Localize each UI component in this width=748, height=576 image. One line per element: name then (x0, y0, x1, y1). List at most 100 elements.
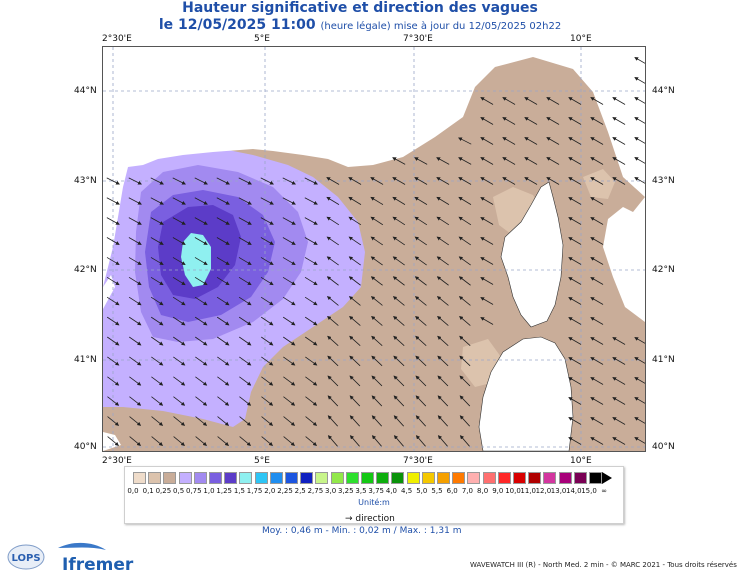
legend-level-label: 1,75 (246, 487, 263, 495)
wave-direction-arrow (480, 177, 494, 185)
wave-direction-arrow (128, 296, 142, 306)
wave-direction-arrow (459, 335, 471, 346)
wave-direction-arrow (370, 177, 384, 185)
legend-end-triangle (602, 472, 613, 484)
wave-direction-arrow (634, 117, 645, 124)
wave-direction-arrow (568, 237, 582, 245)
wave-direction-arrow (371, 335, 383, 346)
wave-direction-arrow (239, 416, 252, 426)
wave-direction-arrow (568, 177, 582, 185)
direction-label: direction (355, 514, 395, 524)
wave-direction-arrow (458, 157, 472, 165)
wave-direction-arrow (458, 216, 472, 226)
wave-direction-arrow (173, 416, 186, 426)
wave-direction-arrow (459, 375, 471, 387)
wave-direction-arrow (217, 356, 230, 366)
wave-direction-arrow (371, 395, 383, 407)
lon-label-bottom: 5°E (254, 456, 270, 466)
wave-direction-arrow (414, 276, 427, 286)
direction-arrow-icon: → (345, 514, 353, 524)
wave-direction-arrow (458, 256, 471, 266)
wave-direction-arrow (283, 416, 296, 426)
wave-direction-arrow (129, 356, 142, 366)
wave-direction-arrow (283, 436, 296, 446)
wave-direction-arrow (194, 197, 208, 205)
wave-direction-arrow (327, 335, 339, 346)
wave-direction-arrow (194, 237, 208, 245)
lat-label-left: 44°N (74, 86, 97, 96)
wave-direction-arrow (150, 237, 164, 245)
wave-direction-arrow (590, 357, 604, 365)
legend-level-label: 1,0 (203, 487, 215, 495)
stats-line: Moy. : 0,46 m - Min. : 0,02 m / Max. : 1… (262, 526, 462, 536)
wave-direction-arrow (217, 376, 230, 386)
legend-level-label: 6,0 (446, 487, 458, 495)
wave-direction-arrow (348, 177, 362, 185)
wave-direction-arrow (282, 276, 296, 286)
legend-level-label: 3,5 (355, 487, 367, 495)
wave-direction-arrow (326, 276, 339, 286)
wave-direction-arrow (415, 335, 427, 346)
wave-direction-arrow (546, 97, 560, 105)
legend-level-label: 0,0 (127, 487, 139, 495)
wave-direction-arrow (414, 177, 428, 185)
wave-direction-arrow (414, 216, 428, 226)
wave-direction-arrow (283, 336, 296, 346)
wave-direction-arrow (128, 316, 142, 326)
wave-direction-arrow (458, 177, 472, 185)
wave-direction-arrow (568, 257, 582, 265)
wave-direction-arrow (568, 337, 582, 345)
wave-direction-arrow (216, 257, 230, 265)
wave-direction-arrow (195, 416, 208, 426)
wave-direction-arrow (568, 197, 582, 205)
wave-direction-arrow (458, 137, 472, 145)
wave-direction-arrow (568, 437, 582, 445)
valid-date: le 12/05/2025 11:00 (158, 17, 316, 33)
wave-direction-arrow (305, 336, 318, 346)
wave-direction-arrow (106, 177, 120, 185)
wave-direction-arrow (459, 415, 471, 427)
wave-direction-arrow (590, 437, 604, 445)
wave-direction-arrow (590, 377, 604, 385)
wave-direction-arrow (261, 396, 274, 406)
lat-label-right: 42°N (652, 265, 675, 275)
wave-direction-arrow (393, 435, 404, 447)
wave-direction-arrow (305, 436, 318, 446)
wave-direction-arrow (590, 157, 604, 165)
wave-direction-arrow (480, 297, 494, 305)
wave-direction-arrow (172, 237, 186, 245)
lon-label-top: 5°E (254, 34, 270, 44)
wave-direction-arrow (437, 355, 449, 367)
wave-height-map[interactable] (102, 46, 646, 452)
legend-swatch (285, 472, 298, 484)
wave-zone-01 (583, 169, 615, 199)
wave-direction-arrow (612, 137, 626, 145)
wave-direction-arrow (326, 196, 340, 205)
legend-level-label: 15,0 (581, 487, 597, 495)
legend-level-label: 10,0 (505, 487, 521, 495)
wave-direction-arrow (348, 196, 362, 205)
wave-direction-arrow (370, 196, 384, 205)
wave-direction-arrow (590, 217, 604, 225)
wave-direction-arrow (304, 197, 318, 205)
wave-direction-arrow (106, 197, 120, 205)
wave-direction-arrow (151, 336, 164, 346)
wave-direction-arrow (590, 337, 604, 345)
wave-direction-arrow (282, 197, 296, 205)
wave-direction-arrow (194, 276, 208, 286)
legend-swatch (589, 472, 602, 484)
wave-direction-arrow (568, 117, 582, 125)
wave-direction-arrow (107, 396, 120, 406)
map-title: Hauteur significative et direction des v… (182, 0, 538, 16)
wave-direction-arrow (524, 137, 538, 145)
legend-swatch (361, 472, 374, 484)
legend-swatch (437, 472, 450, 484)
wave-direction-arrow (304, 276, 318, 286)
wave-direction-arrow (371, 315, 383, 326)
legend-level-label: 12,0 (535, 487, 552, 495)
legend-swatch (376, 472, 390, 484)
direction-legend: → direction (345, 514, 395, 524)
legend-swatch (406, 472, 420, 484)
wave-direction-arrow (261, 436, 274, 446)
legend-level-label: 1,5 (233, 487, 245, 495)
